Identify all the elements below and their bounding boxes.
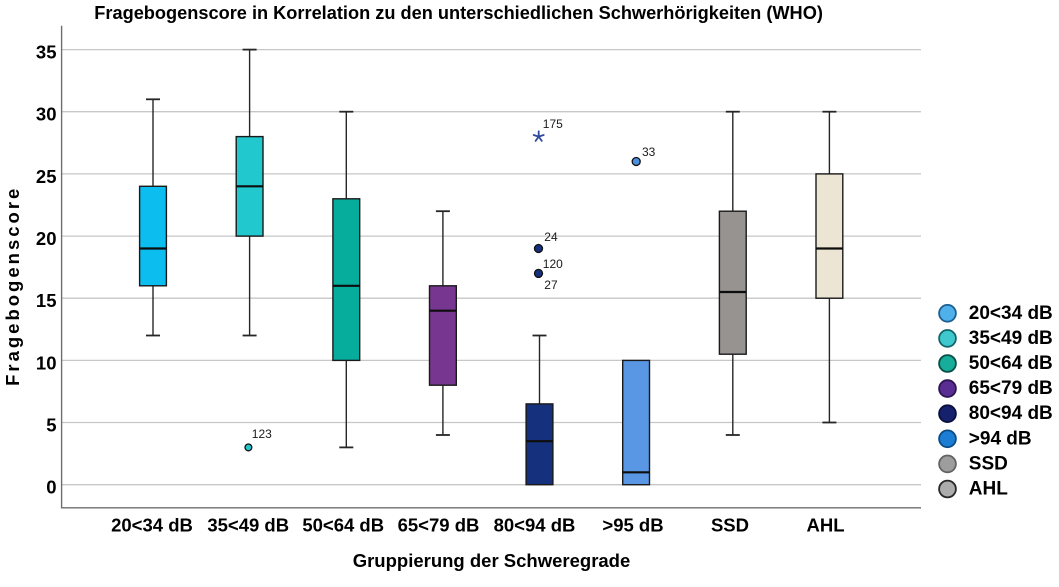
- svg-text:80<94 dB: 80<94 dB: [494, 515, 576, 536]
- svg-text:175: 175: [543, 117, 563, 131]
- svg-text:24: 24: [544, 230, 558, 244]
- svg-text:Gruppierung der Schweregrade: Gruppierung der Schweregrade: [353, 550, 631, 571]
- svg-text:20: 20: [36, 228, 57, 249]
- svg-text:5: 5: [46, 415, 56, 436]
- svg-text:20<34 dB: 20<34 dB: [111, 515, 193, 536]
- svg-text:10: 10: [36, 352, 57, 373]
- svg-text:0: 0: [46, 477, 56, 498]
- svg-text:20<34 dB: 20<34 dB: [969, 303, 1053, 324]
- svg-text:30: 30: [36, 104, 57, 125]
- svg-text:AHL: AHL: [806, 515, 844, 536]
- svg-text:80<94 dB: 80<94 dB: [969, 403, 1053, 424]
- svg-text:35<49 dB: 35<49 dB: [207, 515, 289, 536]
- svg-text:>95 dB: >95 dB: [602, 515, 663, 536]
- svg-text:50<64 dB: 50<64 dB: [302, 515, 384, 536]
- svg-text:35<49 dB: 35<49 dB: [969, 328, 1053, 349]
- svg-text:50<64 dB: 50<64 dB: [969, 353, 1053, 374]
- svg-text:33: 33: [642, 145, 656, 159]
- svg-text:SSD: SSD: [711, 515, 749, 536]
- svg-text:25: 25: [36, 166, 57, 187]
- svg-text:27: 27: [544, 278, 558, 292]
- svg-text:AHL: AHL: [969, 479, 1008, 500]
- svg-text:65<79 dB: 65<79 dB: [969, 378, 1053, 399]
- svg-text:65<79 dB: 65<79 dB: [398, 515, 480, 536]
- svg-text:Fragebogenscore in Korrelation: Fragebogenscore in Korrelation zu den un…: [94, 3, 823, 23]
- svg-text:15: 15: [36, 290, 57, 311]
- svg-text:Fragebogenscore: Fragebogenscore: [2, 186, 23, 386]
- svg-text:120: 120: [543, 257, 563, 271]
- svg-text:35: 35: [36, 42, 57, 63]
- svg-text:123: 123: [252, 427, 272, 441]
- svg-text:SSD: SSD: [969, 453, 1008, 474]
- svg-text:>94 dB: >94 dB: [969, 428, 1032, 449]
